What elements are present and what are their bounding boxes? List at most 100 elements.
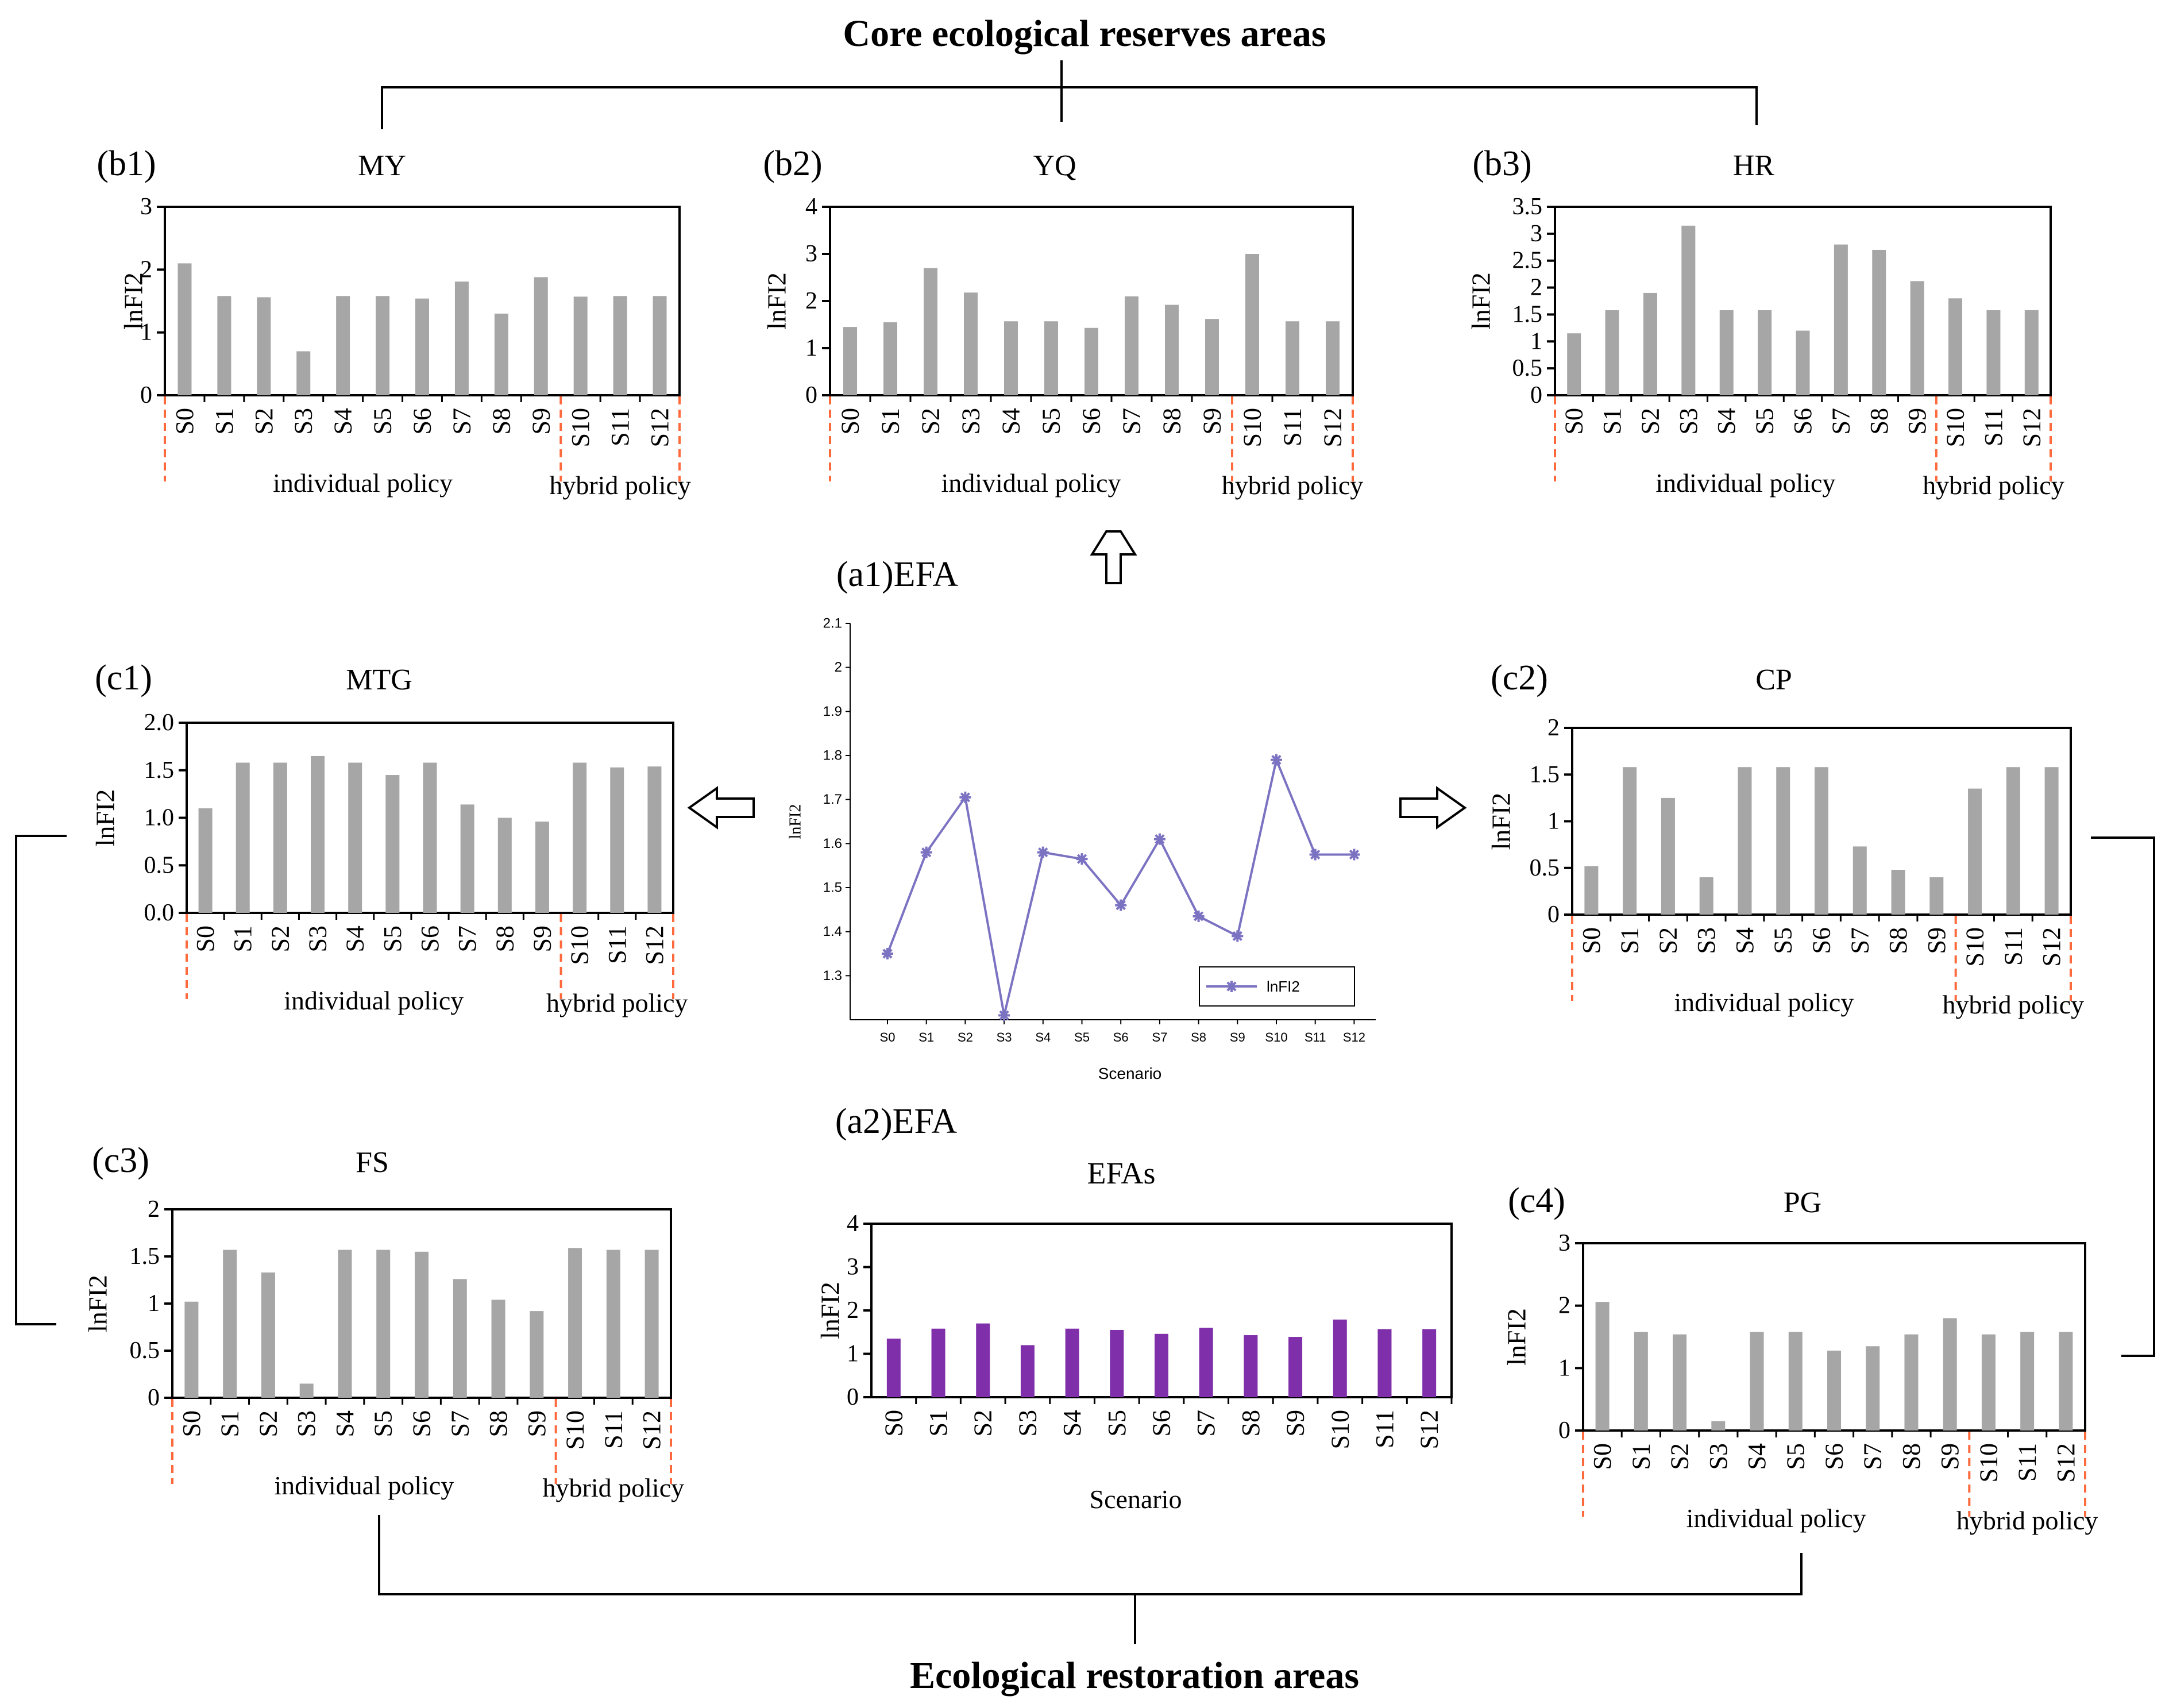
bar-S2	[273, 762, 287, 913]
y-axis-label: lnFI2	[1487, 793, 1516, 850]
y-tick-label: 3	[1558, 1230, 1570, 1256]
bar-S10	[1948, 298, 1963, 395]
bar-S2	[261, 1272, 275, 1398]
y-tick-label: 0	[847, 1384, 859, 1410]
y-axis-label: lnFI2	[91, 789, 120, 847]
x-tick-label: S10	[1265, 1030, 1287, 1044]
y-tick-label: 2	[835, 660, 842, 675]
top-bracket	[381, 60, 1758, 129]
bar-S12	[647, 766, 662, 913]
bar-S12	[644, 1250, 659, 1398]
x-tick-label: S4	[329, 408, 357, 434]
bar-S7	[1125, 296, 1138, 395]
bar-S6	[415, 298, 429, 395]
data-point-S1	[920, 846, 932, 858]
x-tick-label: S12	[646, 408, 674, 447]
y-axis-label: lnFI2	[83, 1275, 113, 1332]
bar-S7	[1852, 846, 1867, 915]
bar-S10	[1981, 1334, 1996, 1431]
data-point-S10	[1271, 754, 1282, 766]
x-tick-label: S8	[484, 1410, 512, 1437]
bar-S6	[1815, 767, 1828, 915]
y-tick-label: 1	[805, 335, 817, 361]
bar-S11	[610, 767, 624, 913]
x-tick-label: S9	[1230, 1030, 1245, 1044]
y-axis-label: lnFI2	[816, 1282, 845, 1339]
bar-S8	[497, 818, 512, 913]
bar-S4	[1719, 310, 1734, 395]
bar-S9	[530, 1311, 544, 1398]
x-tick-label: S1	[924, 1410, 952, 1436]
bar-S10	[573, 762, 587, 913]
bar-S10	[1333, 1319, 1347, 1397]
y-tick-label: 1.5	[130, 1243, 160, 1270]
x-tick-label: S6	[1113, 1030, 1129, 1044]
x-tick-label: S9	[523, 1410, 551, 1437]
x-tick-label: S6	[1789, 408, 1817, 434]
x-tick-label: S7	[1859, 1443, 1887, 1470]
individual-policy-label: individual policy	[274, 1471, 454, 1500]
hybrid-policy-label: hybrid policy	[1222, 471, 1364, 500]
y-axis-label: lnFI2	[762, 272, 792, 330]
bar-S2	[1673, 1334, 1687, 1431]
x-tick-label: S6	[1078, 408, 1106, 434]
bar-S0	[1567, 333, 1581, 395]
panel-title: EFAs	[1087, 1156, 1155, 1190]
bar-S9	[534, 277, 548, 395]
y-tick-label: 1.9	[823, 704, 842, 719]
bar-S9	[1910, 281, 1924, 395]
x-tick-label: S0	[1560, 408, 1588, 434]
panel-tag: (c1)	[95, 658, 152, 697]
legend-label: lnFI2	[1267, 978, 1300, 995]
bar-S4	[1750, 1332, 1764, 1431]
bar-S3	[1681, 225, 1696, 395]
y-tick-label: 1.5	[823, 880, 842, 896]
y-tick-label: 1.4	[823, 924, 842, 939]
bar-S6	[1155, 1333, 1168, 1397]
bar-S8	[491, 1300, 505, 1398]
bar-S11	[606, 1250, 620, 1398]
x-tick-label: S10	[1238, 408, 1267, 447]
hybrid-policy-label: hybrid policy	[1923, 471, 2064, 500]
panel-tag: (a1)EFA	[836, 555, 959, 594]
x-tick-label: S11	[599, 1410, 627, 1449]
bar-S0	[198, 808, 213, 913]
x-tick-label: S4	[1743, 1443, 1771, 1470]
x-tick-label: S11	[1979, 408, 2008, 446]
bar-S8	[1904, 1334, 1919, 1431]
x-tick-label: S6	[408, 408, 437, 434]
bar-S5	[376, 296, 390, 395]
panel-tag: (b3)	[1472, 144, 1531, 183]
data-point-S6	[1115, 899, 1127, 911]
bar-S1	[1634, 1332, 1648, 1431]
x-tick-label: S11	[1371, 1410, 1399, 1448]
bar-S5	[1776, 767, 1790, 915]
bar-S10	[573, 296, 588, 395]
bar-S12	[2024, 310, 2039, 395]
y-tick-label: 3	[140, 194, 152, 220]
y-tick-label: 2.1	[823, 616, 842, 631]
bar-S12	[2059, 1332, 2073, 1431]
x-tick-label: S7	[1118, 408, 1146, 434]
panel-title: PG	[1784, 1186, 1821, 1219]
right-bracket	[2091, 836, 2155, 1357]
y-tick-label: 1.7	[823, 792, 842, 807]
chart-c1: (c1) MTG 0.0 0.5 1.0 1.5 2.0 lnFI2 S0 S1 S2 S3 S4 S5 S…	[91, 658, 688, 1017]
x-tick-label: S0	[171, 408, 199, 434]
y-tick-label: 3.5	[1512, 194, 1543, 220]
bar-S3	[299, 1383, 314, 1398]
y-tick-label: 1.0	[144, 805, 175, 831]
y-tick-label: 2	[1558, 1293, 1570, 1319]
x-tick-label: S0	[1588, 1443, 1616, 1470]
bar-S0	[184, 1301, 199, 1398]
x-tick-label: S9	[1198, 408, 1226, 434]
x-tick-label: S3	[997, 1030, 1012, 1044]
x-tick-label: S2	[958, 1030, 973, 1044]
x-tick-label: S3	[1692, 927, 1720, 954]
y-tick-label: 4	[805, 194, 817, 220]
y-tick-label: 2	[140, 256, 152, 283]
x-tick-label: S3	[1674, 408, 1703, 434]
x-tick-label: S9	[1923, 927, 1951, 954]
data-point-S8	[1192, 910, 1205, 922]
bar-S8	[1165, 304, 1179, 395]
